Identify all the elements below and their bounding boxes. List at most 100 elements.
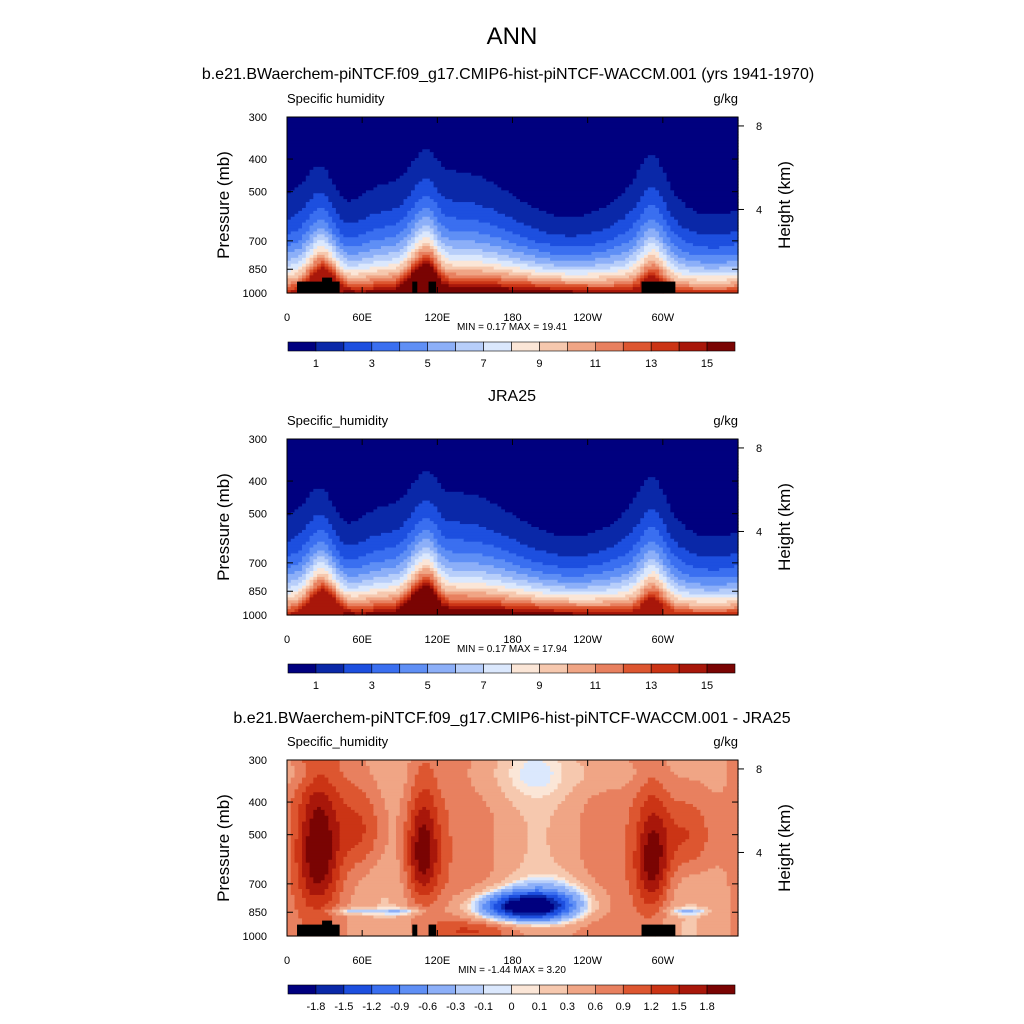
contour-cell [414,815,431,820]
contour-cell [685,240,739,244]
contour-cell [414,845,431,849]
contour-cell [659,163,739,168]
contour-cell [290,886,299,890]
contour-cell [395,903,408,908]
y-tick-label: 300 [249,755,267,767]
contour-cell [414,933,435,937]
contour-cell [568,921,577,925]
contour-cell [354,892,405,896]
contour-cell [414,254,420,259]
contour-cell [666,600,671,604]
contour-cell [347,853,367,858]
contour-cell [377,824,390,829]
contour-cell [662,547,671,552]
contour-cell [441,603,450,607]
contour-cell [666,827,686,831]
contour-cell [497,503,630,508]
contour-cell [655,912,668,917]
contour-cell [493,865,521,870]
contour-cell [681,559,739,563]
contour-cell [362,789,382,793]
contour-cell [583,777,634,782]
contour-cell [640,257,645,262]
contour-cell [580,824,626,829]
contour-cell [437,272,442,276]
contour-cell [486,924,502,928]
contour-cell [403,836,408,840]
contour-cell [347,600,371,604]
contour-cell [662,579,668,584]
contour-cell [302,830,311,834]
contour-cell [407,213,416,218]
contour-cell [335,568,341,572]
contour-cell [565,234,577,238]
contour-cell [411,254,416,259]
contour-cell [437,859,442,864]
contour-cell [287,193,314,197]
contour-cell [433,768,468,773]
contour-cell [677,886,732,890]
contour-cell [636,249,645,253]
contour-cell [478,792,506,796]
contour-cell [632,609,664,613]
contour-cell [644,585,653,590]
contour-cell [527,883,555,887]
contour-cell [621,538,641,543]
contour-cell [471,777,499,782]
contour-cell [700,915,732,919]
contour-cell [309,199,329,203]
contour-cell [640,848,645,852]
contour-cell [290,845,296,849]
contour-cell [350,780,378,785]
contour-cell [644,556,660,560]
contour-cell [610,906,638,911]
contour-cell [433,862,442,867]
x-tick-label: 180 [503,955,521,967]
contour-cell [557,862,585,867]
contour-cell [625,839,638,843]
contour-cell [335,562,341,566]
contour-cell [659,906,668,911]
contour-cell [332,251,337,256]
contour-cell [335,850,348,855]
contour-cell [674,818,705,823]
contour-cell [629,266,638,271]
contour-cell [662,603,668,607]
contour-cell [448,579,502,584]
contour-cell [399,600,405,604]
colorbar-swatch [287,341,317,352]
contour-cell [313,571,329,575]
contour-cell [328,798,344,802]
contour-cell [354,809,375,814]
contour-cell [655,541,668,546]
contour-cell [572,786,623,790]
contour-cell [685,801,739,805]
contour-cell [659,257,664,262]
contour-cell [670,550,690,554]
contour-cell [411,529,423,534]
contour-cell [629,821,638,826]
contour-cell [369,588,397,593]
contour-cell [418,588,435,593]
contour-cell [328,582,333,587]
contour-cell [441,597,446,601]
contour-cell [309,871,329,875]
contour-cell [644,582,649,587]
contour-cell [354,886,405,890]
contour-cell [437,588,442,593]
contour-cell [294,897,307,902]
colorbar-swatch [539,341,568,352]
contour-cell [617,219,638,224]
contour-cell [538,249,608,253]
contour-cell [632,500,668,505]
contour-cell [309,579,314,584]
contour-cell [411,786,438,790]
contour-cell [553,915,562,919]
contour-cell [290,848,296,852]
contour-cell [726,582,739,587]
y-tick-label: 300 [249,434,267,446]
contour-cell [666,762,728,767]
contour-cell [287,573,303,578]
contour-cell [347,284,375,288]
contour-cell [414,231,423,235]
